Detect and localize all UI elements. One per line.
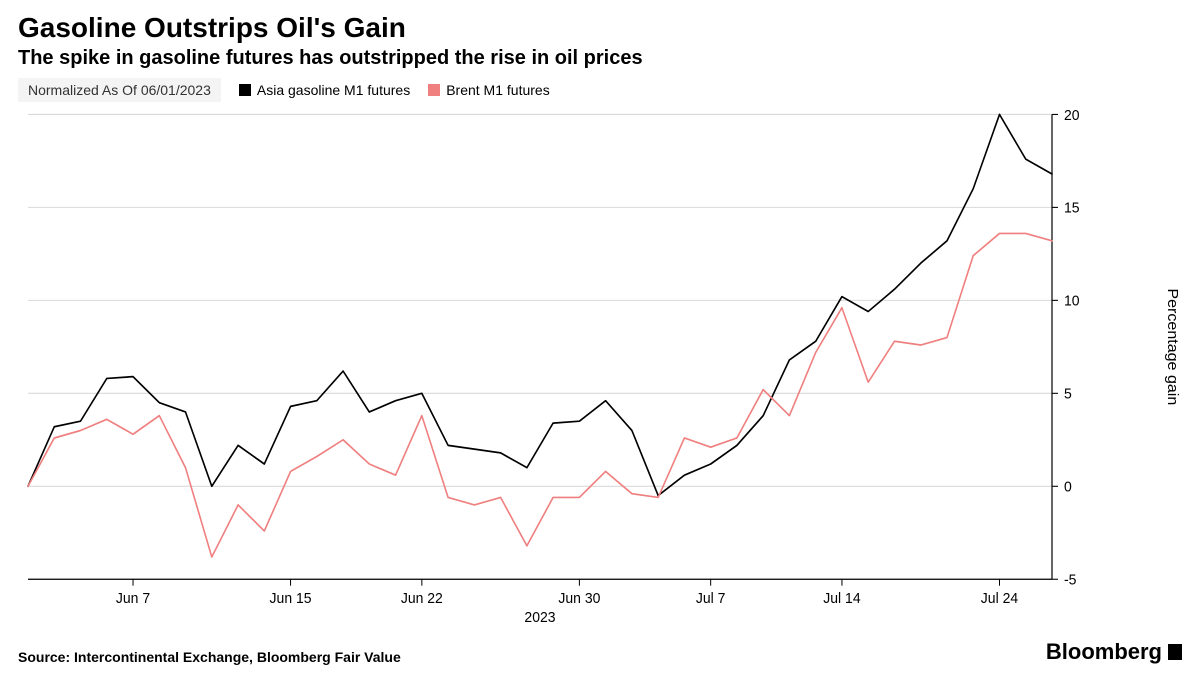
svg-text:Jul 14: Jul 14 (823, 591, 860, 608)
chart-title: Gasoline Outstrips Oil's Gain (18, 12, 1182, 44)
chart-subtitle: The spike in gasoline futures has outstr… (18, 46, 1182, 70)
svg-text:5: 5 (1064, 386, 1072, 403)
normalized-badge: Normalized As Of 06/01/2023 (18, 78, 221, 102)
source-text: Source: Intercontinental Exchange, Bloom… (18, 649, 401, 665)
legend-label-1: Brent M1 futures (446, 82, 550, 98)
legend-label-0: Asia gasoline M1 futures (257, 82, 410, 98)
svg-text:15: 15 (1064, 201, 1080, 218)
svg-text:Jul 7: Jul 7 (696, 591, 726, 608)
legend-swatch-0 (239, 84, 251, 96)
svg-text:-5: -5 (1064, 572, 1076, 589)
legend-item-1: Brent M1 futures (428, 82, 550, 98)
brand-text: Bloomberg (1046, 639, 1162, 665)
svg-text:Jun 22: Jun 22 (401, 591, 443, 608)
svg-text:Jun 7: Jun 7 (116, 591, 150, 608)
legend-swatch-1 (428, 84, 440, 96)
svg-text:20: 20 (1064, 108, 1080, 124)
svg-text:Jun 30: Jun 30 (558, 591, 600, 608)
svg-text:0: 0 (1064, 479, 1072, 496)
chart-area: -5 0 5 10 15 20 Jun 7 Jun 15 Jun 22 Jun 30 Jul 7 Ju… (18, 108, 1182, 633)
brand: Bloomberg (1046, 639, 1182, 665)
svg-text:Jul 24: Jul 24 (981, 591, 1018, 608)
svg-text:10: 10 (1064, 293, 1080, 310)
svg-text:Percentage gain: Percentage gain (1164, 289, 1180, 406)
line-chart: -5 0 5 10 15 20 Jun 7 Jun 15 Jun 22 Jun 30 Jul 7 Ju… (18, 108, 1182, 633)
brand-terminal-icon (1168, 644, 1182, 660)
chart-card: Gasoline Outstrips Oil's Gain The spike … (0, 0, 1200, 675)
legend-item-0: Asia gasoline M1 futures (239, 82, 410, 98)
legend-row: Normalized As Of 06/01/2023 Asia gasolin… (18, 78, 1182, 102)
svg-text:Jun 15: Jun 15 (270, 591, 312, 608)
svg-text:2023: 2023 (524, 610, 555, 627)
footer: Source: Intercontinental Exchange, Bloom… (18, 639, 1182, 665)
